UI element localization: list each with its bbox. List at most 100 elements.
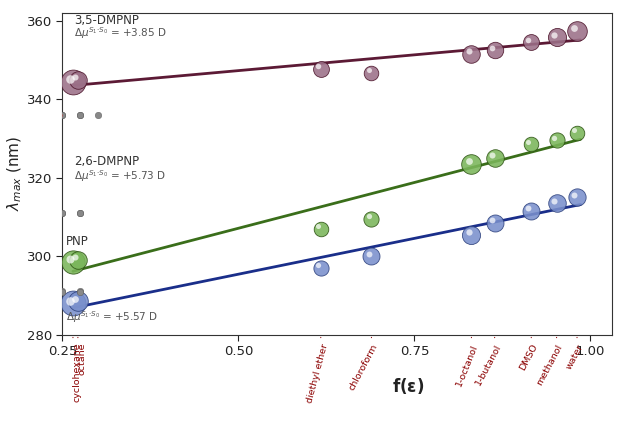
Point (548, 197, 558, 204)
Text: 1-butanol: 1-butanol (474, 343, 502, 387)
Point (27, 209, 37, 216)
Point (65, 76, 75, 82)
Point (4, 111, 14, 118)
Point (316, 225, 326, 232)
Point (548, 31, 558, 38)
Point (68, 78, 78, 85)
Point (524, 36, 534, 43)
Point (22, 288, 32, 295)
Point (57, 288, 67, 295)
Point (366, 253, 376, 260)
Point (40, 288, 50, 295)
Point (526, 141, 536, 148)
Point (464, 229, 474, 236)
Text: water: water (564, 343, 585, 371)
Point (73, 298, 83, 305)
Point (70, 295, 80, 302)
Text: $\mathbf{f(\varepsilon)}$: $\mathbf{f(\varepsilon)}$ (392, 377, 424, 396)
Point (75, 288, 85, 295)
Point (40, 288, 50, 295)
Point (487, 217, 497, 224)
Point (75, 288, 85, 295)
Point (364, 250, 374, 257)
Point (316, 65, 326, 72)
Point (68, 300, 78, 307)
Point (490, 47, 500, 54)
Point (4, 288, 14, 295)
Text: octane: octane (78, 343, 87, 375)
Text: chloroform: chloroform (348, 343, 379, 392)
Point (43, 210, 53, 217)
Point (4, 209, 14, 216)
Point (524, 138, 534, 145)
Point (73, 76, 83, 83)
Point (40, 112, 50, 118)
Point (464, 48, 474, 55)
Text: DMSO: DMSO (518, 343, 539, 372)
Point (552, 200, 562, 207)
Point (75, 112, 85, 118)
Point (490, 154, 500, 161)
Point (57, 112, 67, 118)
Point (43, 112, 53, 118)
Point (466, 160, 476, 167)
Point (466, 231, 476, 238)
Point (43, 111, 53, 118)
Point (40, 209, 50, 216)
Point (4, 210, 14, 217)
Point (548, 134, 558, 141)
Point (40, 288, 50, 295)
Point (70, 254, 80, 261)
Point (364, 66, 374, 73)
Point (313, 223, 323, 230)
Point (73, 257, 83, 263)
Point (31, 288, 41, 295)
Point (526, 39, 536, 46)
Point (552, 137, 562, 144)
Point (4, 112, 14, 118)
Point (572, 194, 582, 201)
Point (65, 256, 75, 263)
Point (70, 73, 80, 80)
Point (524, 205, 534, 212)
Point (552, 34, 562, 41)
Point (490, 219, 500, 226)
Point (22, 112, 32, 118)
Point (36, 210, 46, 217)
Point (36, 209, 46, 216)
Text: $\Delta\mu^{S_1{\cdot}S_0}$ = +5.73 D: $\Delta\mu^{S_1{\cdot}S_0}$ = +5.73 D (74, 168, 166, 184)
Point (48, 288, 58, 295)
Point (569, 127, 579, 133)
Point (54, 111, 64, 118)
Point (487, 44, 497, 51)
Text: methanol: methanol (535, 343, 565, 387)
Text: $\Delta\mu^{S_1{\cdot}S_0}$ = +5.57 D: $\Delta\mu^{S_1{\cdot}S_0}$ = +5.57 D (66, 309, 158, 325)
Point (57, 209, 67, 216)
Point (4, 288, 14, 295)
Point (22, 209, 32, 216)
Point (92, 112, 102, 118)
Point (366, 69, 376, 76)
Text: 2,6-DMPNP: 2,6-DMPNP (74, 155, 140, 168)
Point (75, 111, 85, 118)
Point (40, 112, 50, 118)
Point (22, 112, 32, 118)
Point (75, 210, 85, 217)
Point (22, 288, 32, 295)
Text: 1-octanol: 1-octanol (455, 343, 480, 387)
Point (313, 63, 323, 69)
Text: diethyl ether: diethyl ether (305, 343, 329, 404)
Point (526, 208, 536, 214)
Point (57, 288, 67, 295)
Point (366, 215, 376, 222)
Point (22, 210, 32, 217)
Text: 3,5-DMPNP: 3,5-DMPNP (74, 14, 139, 27)
Point (40, 288, 50, 295)
Point (36, 112, 46, 118)
Text: $\Delta\mu^{S_1{\cdot}S_0}$ = +3.85 D: $\Delta\mu^{S_1{\cdot}S_0}$ = +3.85 D (74, 25, 167, 41)
Point (572, 129, 582, 136)
Point (57, 112, 67, 118)
Point (75, 209, 85, 216)
Point (40, 288, 50, 295)
Point (65, 297, 75, 304)
